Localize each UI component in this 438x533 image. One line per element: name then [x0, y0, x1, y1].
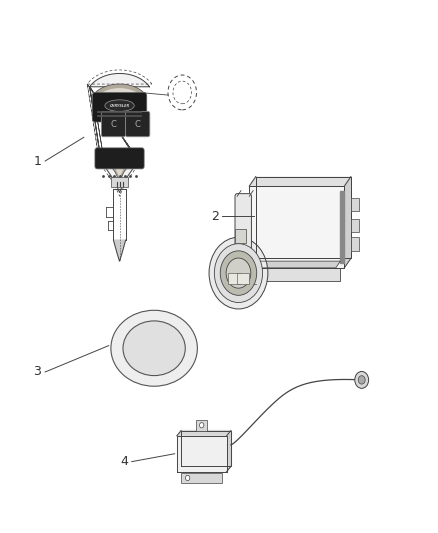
Polygon shape — [90, 74, 149, 192]
Bar — [254, 268, 340, 281]
Polygon shape — [226, 431, 231, 472]
Polygon shape — [177, 431, 231, 436]
Polygon shape — [249, 176, 351, 186]
Bar — [111, 177, 128, 188]
Bar — [236, 229, 246, 243]
FancyBboxPatch shape — [95, 148, 144, 169]
FancyBboxPatch shape — [92, 92, 147, 122]
Text: C: C — [110, 119, 117, 128]
Polygon shape — [249, 186, 344, 268]
Bar — [351, 198, 359, 211]
Bar — [196, 420, 207, 431]
Circle shape — [214, 244, 262, 303]
Polygon shape — [344, 176, 351, 268]
Polygon shape — [340, 191, 344, 263]
FancyBboxPatch shape — [235, 193, 251, 260]
Text: 1: 1 — [33, 155, 41, 167]
Circle shape — [185, 475, 190, 481]
Polygon shape — [230, 274, 256, 284]
Polygon shape — [95, 88, 143, 177]
Ellipse shape — [123, 321, 185, 376]
Ellipse shape — [111, 310, 198, 386]
FancyBboxPatch shape — [228, 273, 240, 284]
Circle shape — [358, 376, 365, 384]
Circle shape — [355, 372, 369, 389]
Circle shape — [209, 237, 268, 309]
Polygon shape — [181, 431, 231, 466]
Text: 2: 2 — [211, 210, 219, 223]
Bar — [351, 238, 359, 251]
Circle shape — [200, 423, 204, 428]
FancyBboxPatch shape — [237, 273, 249, 284]
Polygon shape — [254, 261, 340, 268]
Text: CHRYSLER: CHRYSLER — [110, 103, 130, 108]
Polygon shape — [256, 176, 351, 259]
FancyBboxPatch shape — [101, 111, 126, 137]
Polygon shape — [113, 240, 126, 261]
Polygon shape — [177, 436, 226, 472]
Text: 4: 4 — [120, 455, 128, 468]
Text: C: C — [135, 119, 141, 128]
Circle shape — [220, 251, 257, 295]
Bar — [351, 219, 359, 232]
Polygon shape — [93, 84, 146, 182]
Ellipse shape — [105, 100, 134, 111]
FancyBboxPatch shape — [126, 111, 150, 137]
Text: 3: 3 — [33, 366, 41, 378]
Bar — [181, 473, 222, 483]
Circle shape — [226, 258, 251, 288]
